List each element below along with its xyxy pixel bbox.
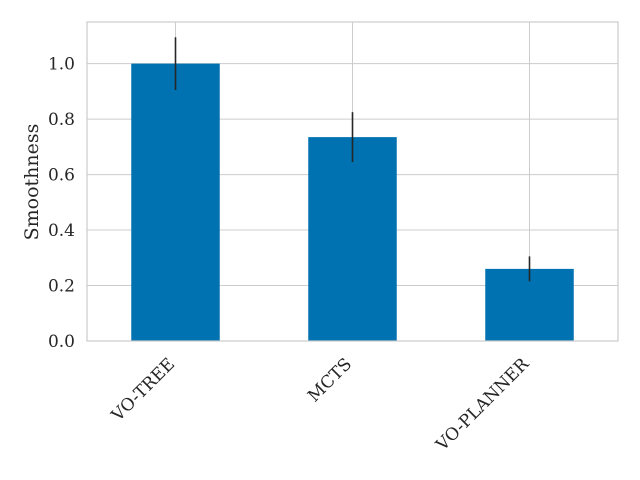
y-axis-label: Smoothness [21,124,43,241]
x-tick-labels: VO-TREE MCTS VO-PLANNER [107,354,534,456]
y-tick-label: 0.4 [48,221,75,241]
bar-vo-tree [131,63,220,341]
plot-frame [86,21,619,342]
bars [131,63,574,341]
error-bars [174,37,531,282]
x-tick-label: MCTS [304,354,356,406]
y-tick-label: 0.6 [48,166,75,186]
y-tick-label: 1.0 [48,55,75,75]
x-tick-label: VO-TREE [107,354,179,426]
y-tick-label: 0.8 [48,110,75,130]
x-tick-label: VO-PLANNER [432,354,534,456]
bar-mcts [308,137,397,341]
y-tick-labels: 0.0 0.2 0.4 0.6 0.8 1.0 [48,55,75,352]
y-tick-label: 0.2 [48,277,75,297]
y-tick-label: 0.0 [48,332,75,352]
